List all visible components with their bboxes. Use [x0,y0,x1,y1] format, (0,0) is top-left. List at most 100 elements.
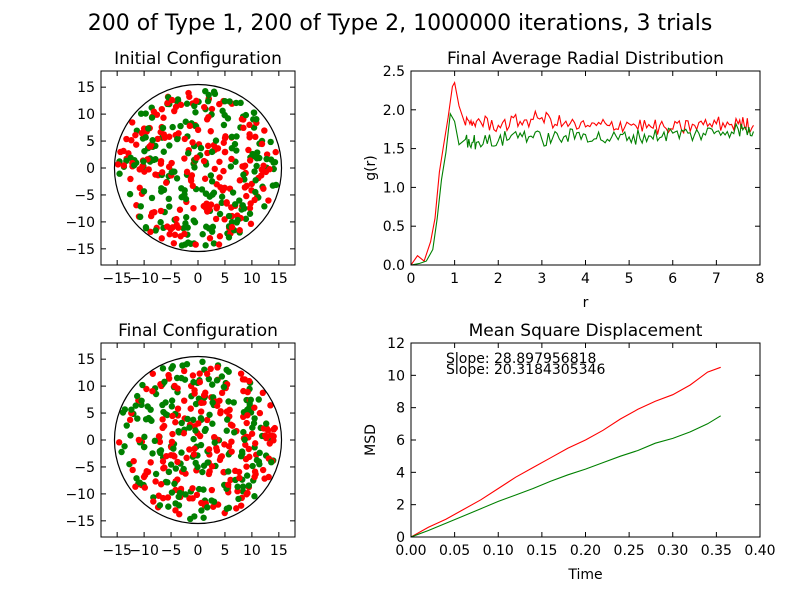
y-tick-label: 0 [86,161,95,177]
particle-point [231,429,238,436]
particle-point [230,399,237,406]
particle-point [216,158,223,165]
particle-point [223,408,231,415]
particle-point [140,473,148,481]
particle-point [152,171,159,178]
particle-point [262,432,269,439]
particle-point [142,224,150,231]
particle-point [160,408,167,416]
particle-point [265,473,272,481]
particle-point [211,90,219,98]
particle-point [243,472,251,479]
particle-point [167,461,175,468]
particle-point [177,101,185,109]
particle-point [242,455,250,463]
particle-point [171,107,178,115]
x-tick-label: 4 [581,271,590,287]
particle-point [232,467,239,475]
particle-point [183,168,191,176]
particle-point [174,458,181,466]
particle-point [130,457,137,465]
particle-point [198,186,206,193]
particle-point [205,446,213,453]
particle-point [129,119,136,126]
particle-point [205,470,213,478]
particle-point [239,376,247,383]
particle-point [190,378,197,386]
particle-point [127,432,134,439]
particle-point [141,484,149,491]
particle-point [159,169,166,176]
particle-point [252,177,259,184]
particle-point [242,215,250,223]
particle-point [250,109,258,117]
particle-point [251,415,258,422]
particle-point [178,193,185,201]
particle-point [159,416,166,423]
particle-point [236,227,243,234]
particle-point [218,389,226,397]
particle-point [183,454,190,462]
particle-point [240,205,248,212]
y-tick-label: 8 [396,401,405,417]
particle-point [244,412,251,419]
particle-point [141,433,148,441]
particle-point [178,449,185,456]
particle-point [207,172,215,179]
slope-annotation: Slope: 20.3184305346 [446,362,605,378]
particle-point [215,241,223,248]
particle-point [181,135,188,143]
particle-point [148,209,156,217]
particle-point [252,133,259,141]
particle-point [272,148,279,156]
series-line-0 [411,81,754,265]
particle-point [164,494,172,501]
particle-point [142,134,149,141]
particle-point [166,203,173,210]
particle-point [228,133,236,141]
particle-point [168,438,176,445]
y-tick-label: 4 [396,465,405,481]
particle-point [243,192,250,200]
particle-point [198,499,205,507]
particle-point [252,188,259,196]
particle-point [196,370,203,377]
particle-point [173,215,180,223]
particle-point [191,102,198,110]
particle-point [205,113,212,121]
particle-point [213,447,221,454]
particle-point [180,430,188,437]
particle-point [138,129,146,137]
panel-title: Final Average Radial Distribution [447,49,724,69]
y-tick-label: 0 [396,530,405,546]
particle-point [137,110,145,117]
particle-point [165,375,173,382]
particle-point [222,133,229,140]
particle-point [218,199,225,207]
particle-point [188,172,196,179]
x-tick-label: 15 [270,543,288,559]
particle-point [227,163,235,170]
particle-point [191,390,198,397]
particle-point [203,416,211,424]
particle-point [251,168,258,175]
particle-point [172,465,180,472]
particle-point [209,381,216,388]
particle-point [193,97,200,105]
x-tick-label: 0.00 [395,543,426,559]
particle-point [246,400,253,408]
particle-point [258,172,265,179]
particle-point [191,445,198,452]
data-layer [411,366,721,537]
particle-point [223,505,231,512]
particle-point [129,466,136,474]
particle-point [182,118,189,125]
particle-point [243,419,250,427]
particle-point [243,182,250,190]
particle-point [135,436,143,444]
particle-point [204,504,211,511]
particle-point [200,486,207,493]
particle-point [211,433,218,441]
particle-point [268,458,275,466]
